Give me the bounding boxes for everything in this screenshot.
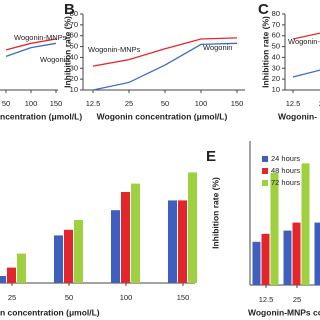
legend-swatch bbox=[262, 168, 268, 174]
bar bbox=[17, 253, 26, 283]
y-tick-label: 50 bbox=[272, 42, 280, 51]
x-tick-label: 150 bbox=[50, 99, 63, 108]
line bbox=[5, 42, 57, 57]
x-axis-title: Wogonin-MNPs conce bbox=[248, 307, 320, 317]
line-label: Wogonin bbox=[203, 43, 232, 52]
line-label: Wogonin-MNPs bbox=[14, 33, 67, 42]
line bbox=[292, 69, 320, 78]
y-axis-title: Inhibition rate (%) bbox=[62, 16, 72, 88]
x-tick-label: 25 bbox=[293, 295, 301, 304]
bar bbox=[0, 276, 6, 283]
line bbox=[92, 42, 238, 91]
y-tick-label: 30 bbox=[272, 63, 280, 72]
y-tick-label: 60 bbox=[272, 31, 280, 40]
panel-label: B bbox=[64, 1, 75, 18]
bar bbox=[121, 192, 130, 283]
bar bbox=[54, 235, 63, 283]
y-tick-label: 40 bbox=[70, 52, 78, 61]
y-tick-label: 80 bbox=[272, 9, 280, 18]
y-tick-label: 80 bbox=[70, 9, 78, 18]
x-tick-label: 150 bbox=[177, 293, 190, 302]
bar bbox=[178, 200, 187, 283]
x-tick-label: 12.5 bbox=[259, 295, 274, 304]
bar bbox=[261, 233, 270, 285]
x-axis-title: n concentration (μmol/L) bbox=[0, 307, 100, 317]
bar bbox=[188, 172, 197, 283]
y-tick-label: 10 bbox=[272, 85, 280, 94]
y-tick-label: 10 bbox=[70, 85, 78, 94]
legend-swatch bbox=[262, 180, 268, 186]
bar bbox=[301, 163, 310, 285]
bar bbox=[270, 173, 279, 285]
x-tick-label: 25 bbox=[319, 99, 320, 108]
legend-label: 48 hours bbox=[271, 166, 300, 175]
legend-swatch bbox=[262, 156, 268, 162]
x-axis-title: Wogonin- bbox=[278, 111, 317, 121]
x-tick-label: 100 bbox=[120, 293, 133, 302]
bar bbox=[292, 222, 301, 285]
x-tick-label: 50 bbox=[161, 99, 169, 108]
bar bbox=[314, 222, 320, 285]
x-axis-title: Wogonin concentration (μmol/L) bbox=[97, 111, 228, 121]
x-tick-label: 150 bbox=[231, 99, 244, 108]
y-axis-title: Inhibition rate (%) bbox=[210, 177, 220, 249]
y-tick-label: 50 bbox=[70, 42, 78, 51]
bar bbox=[74, 220, 83, 283]
bar bbox=[7, 267, 16, 283]
bar bbox=[252, 241, 261, 285]
y-tick-label: 70 bbox=[272, 20, 280, 29]
x-tick-label: 25 bbox=[8, 293, 16, 302]
x-tick-label: 12.5 bbox=[86, 99, 101, 108]
line-label: Wogonin bbox=[40, 55, 69, 64]
line-label: Wogonin-MNPs bbox=[88, 45, 141, 54]
panel-label: E bbox=[206, 148, 216, 165]
bar bbox=[64, 229, 73, 283]
legend-label: 72 hours bbox=[271, 178, 300, 187]
line bbox=[92, 37, 238, 67]
bar bbox=[111, 210, 120, 283]
y-axis-title: Inhibition rate (%) bbox=[260, 16, 270, 88]
bar bbox=[283, 230, 292, 285]
y-tick-label: 40 bbox=[272, 52, 280, 61]
x-tick-label: 50 bbox=[2, 99, 10, 108]
panel-label: C bbox=[258, 1, 269, 18]
x-tick-label: 100 bbox=[195, 99, 208, 108]
y-tick-label: 60 bbox=[70, 31, 78, 40]
bar bbox=[131, 183, 140, 283]
x-tick-label: 12.5 bbox=[286, 99, 301, 108]
y-tick-label: 70 bbox=[70, 20, 78, 29]
legend-label: 24 hours bbox=[271, 154, 300, 163]
x-tick-label: 25 bbox=[125, 99, 133, 108]
y-tick-label: 30 bbox=[70, 63, 78, 72]
x-tick-label: 50 bbox=[65, 293, 73, 302]
y-tick-label: 20 bbox=[70, 74, 78, 83]
line-label: Wogonin-MN bbox=[288, 37, 320, 46]
line bbox=[5, 38, 57, 51]
x-tick-label: 100 bbox=[25, 99, 38, 108]
x-axis-title: ncentration (μmol/L) bbox=[0, 111, 82, 121]
bar bbox=[168, 200, 177, 283]
line bbox=[292, 32, 320, 40]
y-tick-label: 20 bbox=[272, 74, 280, 83]
